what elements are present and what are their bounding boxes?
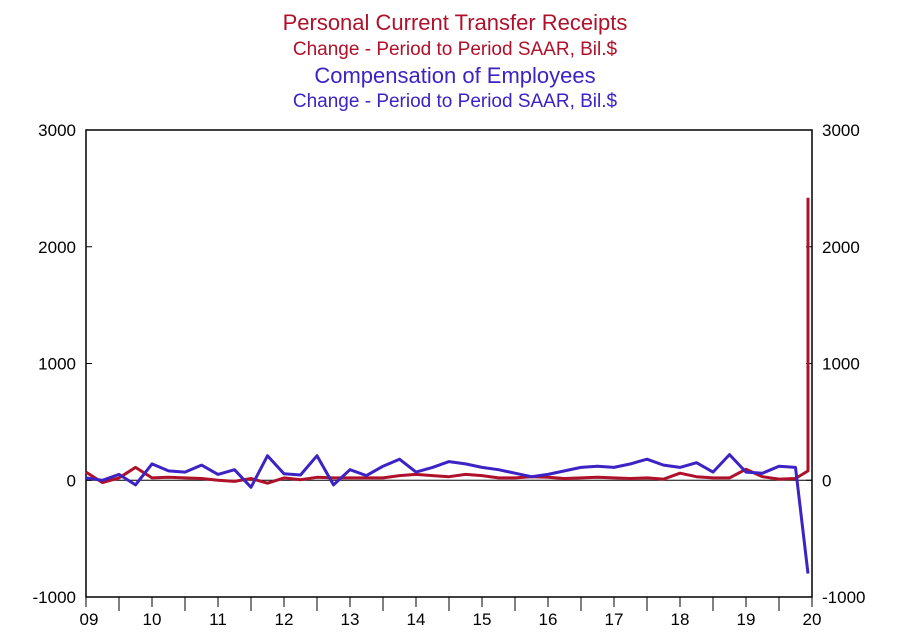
chart-title-line-2: Change - Period to Period SAAR, Bil.$ [293,39,618,60]
x-tick-label: 14 [407,610,426,629]
y-tick-label-right: -1000 [822,588,865,607]
x-tick-label: 20 [803,610,822,629]
series-line-1 [85,197,810,485]
x-tick-label: 15 [473,610,492,629]
chart-title-line-1: Personal Current Transfer Receipts [283,10,628,35]
plot-frame [85,129,813,598]
x-tick-label: 16 [539,610,558,629]
x-tick-label: 17 [605,610,624,629]
y-tick-label-right: 3000 [822,121,860,140]
x-tick-label: 09 [80,610,99,629]
x-tick-label: 10 [143,610,162,629]
y-tick-label-left: 2000 [38,238,76,257]
chart-title-line-4: Change - Period to Period SAAR, Bil.$ [293,91,618,112]
y-tick-label-left: 3000 [38,121,76,140]
x-tick-label: 12 [275,610,294,629]
x-tick-label: 19 [737,610,756,629]
y-tick-label-right: 2000 [822,238,860,257]
chart-titles: Personal Current Transfer Receipts Change… [283,10,628,112]
y-tick-label-right: 1000 [822,355,860,374]
series-line-2 [85,453,810,574]
x-tick-label: 11 [209,610,227,629]
y-tick-label-left: 0 [67,471,76,490]
y-tick-label-left: 1000 [38,355,76,374]
x-tick-label: 13 [341,610,360,629]
chart-title-line-3: Compensation of Employees [314,63,595,88]
y-tick-label-right: 0 [822,471,831,490]
plot-area: -1000 -1000 0 0 1000 1000 2000 2000 3000 3000 09 10… [33,121,866,629]
x-tick-label: 18 [671,610,690,629]
y-tick-label-left: -1000 [33,588,76,607]
